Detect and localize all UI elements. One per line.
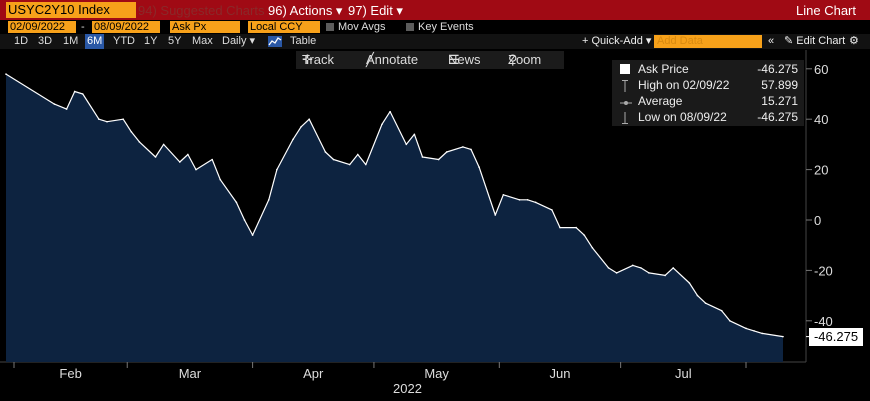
low-marker-icon <box>620 112 630 124</box>
quick-add-button[interactable]: + Quick-Add ▾ <box>582 35 652 47</box>
key-events-toggle[interactable]: Key Events <box>406 20 474 34</box>
y-tick-label: -40 <box>814 314 833 329</box>
pencil-icon: ✎ <box>784 35 794 47</box>
checkbox-icon <box>326 23 334 32</box>
gear-icon[interactable]: ⚙ <box>849 35 859 47</box>
magnifier-icon: ⚲ <box>508 52 518 67</box>
track-label: Track <box>302 52 335 67</box>
line-chart-icon[interactable] <box>268 36 282 47</box>
ticker-field[interactable]: USYC2Y10 Index <box>6 2 136 18</box>
series-swatch-icon <box>620 64 630 74</box>
legend-series-value: -46.275 <box>757 62 798 76</box>
y-tick-label: 40 <box>814 112 828 127</box>
start-date-field[interactable]: 02/09/2022 <box>8 21 76 33</box>
legend-series-label: Ask Price <box>638 62 689 76</box>
x-tick-label: Feb <box>59 366 81 381</box>
news-icon: ☰ <box>448 52 460 67</box>
field-selector[interactable]: Ask Px <box>170 21 240 33</box>
range-5y[interactable]: 5Y <box>168 35 182 47</box>
actions-menu[interactable]: 96) Actions ▾ <box>268 3 343 18</box>
zoom-label: Zoom <box>508 52 542 67</box>
end-date-field[interactable]: 08/09/2022 <box>92 21 160 33</box>
x-tick-label: May <box>424 366 449 381</box>
table-button[interactable]: Table <box>290 35 317 47</box>
chart-toolbar: ✛ Track ╱ Annotate ☰ News ⚲ Zoom <box>296 51 564 69</box>
last-value-label: -46.275 <box>809 328 863 346</box>
x-axis: Feb Mar Apr May Jun Jul <box>13 362 747 381</box>
price-area <box>6 74 783 362</box>
y-tick-label: 0 <box>814 213 821 228</box>
y-tick-label: 60 <box>814 62 828 77</box>
legend-low-value: -46.275 <box>757 110 798 124</box>
legend-high-row: High on 02/09/22 57.899 <box>612 77 804 93</box>
key-events-label: Key Events <box>418 21 474 33</box>
suggested-charts-button[interactable]: 94) Suggested Charts <box>138 3 265 18</box>
legend-series-row[interactable]: Ask Price -46.275 <box>612 61 804 77</box>
range-1d[interactable]: 1D <box>14 35 29 47</box>
mov-avgs-toggle[interactable]: Mov Avgs <box>326 20 386 34</box>
legend-box: Ask Price -46.275 High on 02/09/22 57.89… <box>612 60 804 126</box>
edit-menu[interactable]: 97) Edit ▾ <box>348 3 403 18</box>
edit-chart-button[interactable]: ✎ Edit Chart <box>784 34 845 49</box>
chart-type-label: Line Chart <box>796 3 856 18</box>
legend-low-row: Low on 08/09/22 -46.275 <box>612 109 804 125</box>
add-data-input[interactable]: Add Data <box>654 35 762 48</box>
legend-low-label: Low on 08/09/22 <box>638 110 727 124</box>
mov-avgs-label: Mov Avgs <box>338 21 386 33</box>
header-bar: USYC2Y10 Index 94) Suggested Charts 96) … <box>0 0 870 20</box>
range-max[interactable]: Max <box>192 35 213 47</box>
high-marker-icon <box>620 80 630 92</box>
legend-average-label: Average <box>638 94 683 108</box>
frequency-dropdown[interactable]: Daily ▾ <box>222 35 256 47</box>
range-3d[interactable]: 3D <box>38 35 53 47</box>
range-6m[interactable]: 6M <box>85 34 105 49</box>
annotate-label: Annotate <box>366 52 419 67</box>
y-tick-label: 20 <box>814 163 828 178</box>
range-1m[interactable]: 1M <box>63 35 79 47</box>
y-axis: 60 40 20 0 -20 -40 <box>806 62 833 329</box>
x-tick-label: Apr <box>303 366 324 381</box>
x-tick-label: Jul <box>675 366 692 381</box>
x-axis-year-label: 2022 <box>393 381 422 396</box>
currency-selector[interactable]: Local CCY <box>248 21 320 33</box>
settings-bar: 02/09/2022 - 08/09/2022 Ask Px Local CCY… <box>0 20 870 34</box>
y-tick-label: -20 <box>814 263 833 278</box>
edit-chart-label: Edit Chart <box>796 35 846 47</box>
legend-high-label: High on 02/09/22 <box>638 78 730 92</box>
range-bar: 1D 3D 1M 6M YTD 1Y 5Y Max Daily ▾ Table … <box>0 34 870 49</box>
date-separator: - <box>81 21 85 33</box>
average-marker-icon <box>620 96 632 106</box>
legend-average-row: Average 15.271 <box>612 93 804 109</box>
crosshair-icon: ✛ <box>302 52 313 67</box>
range-ytd[interactable]: YTD <box>113 35 135 47</box>
pen-icon: ╱ <box>366 52 374 67</box>
legend-high-value: 57.899 <box>761 78 798 92</box>
x-tick-label: Mar <box>179 366 202 381</box>
price-line <box>5 73 784 338</box>
collapse-icon[interactable]: « <box>768 35 775 47</box>
news-label: News <box>448 52 481 67</box>
checkbox-icon <box>406 23 414 32</box>
legend-average-value: 15.271 <box>761 94 798 108</box>
range-1y[interactable]: 1Y <box>144 35 158 47</box>
x-tick-label: Jun <box>549 366 570 381</box>
